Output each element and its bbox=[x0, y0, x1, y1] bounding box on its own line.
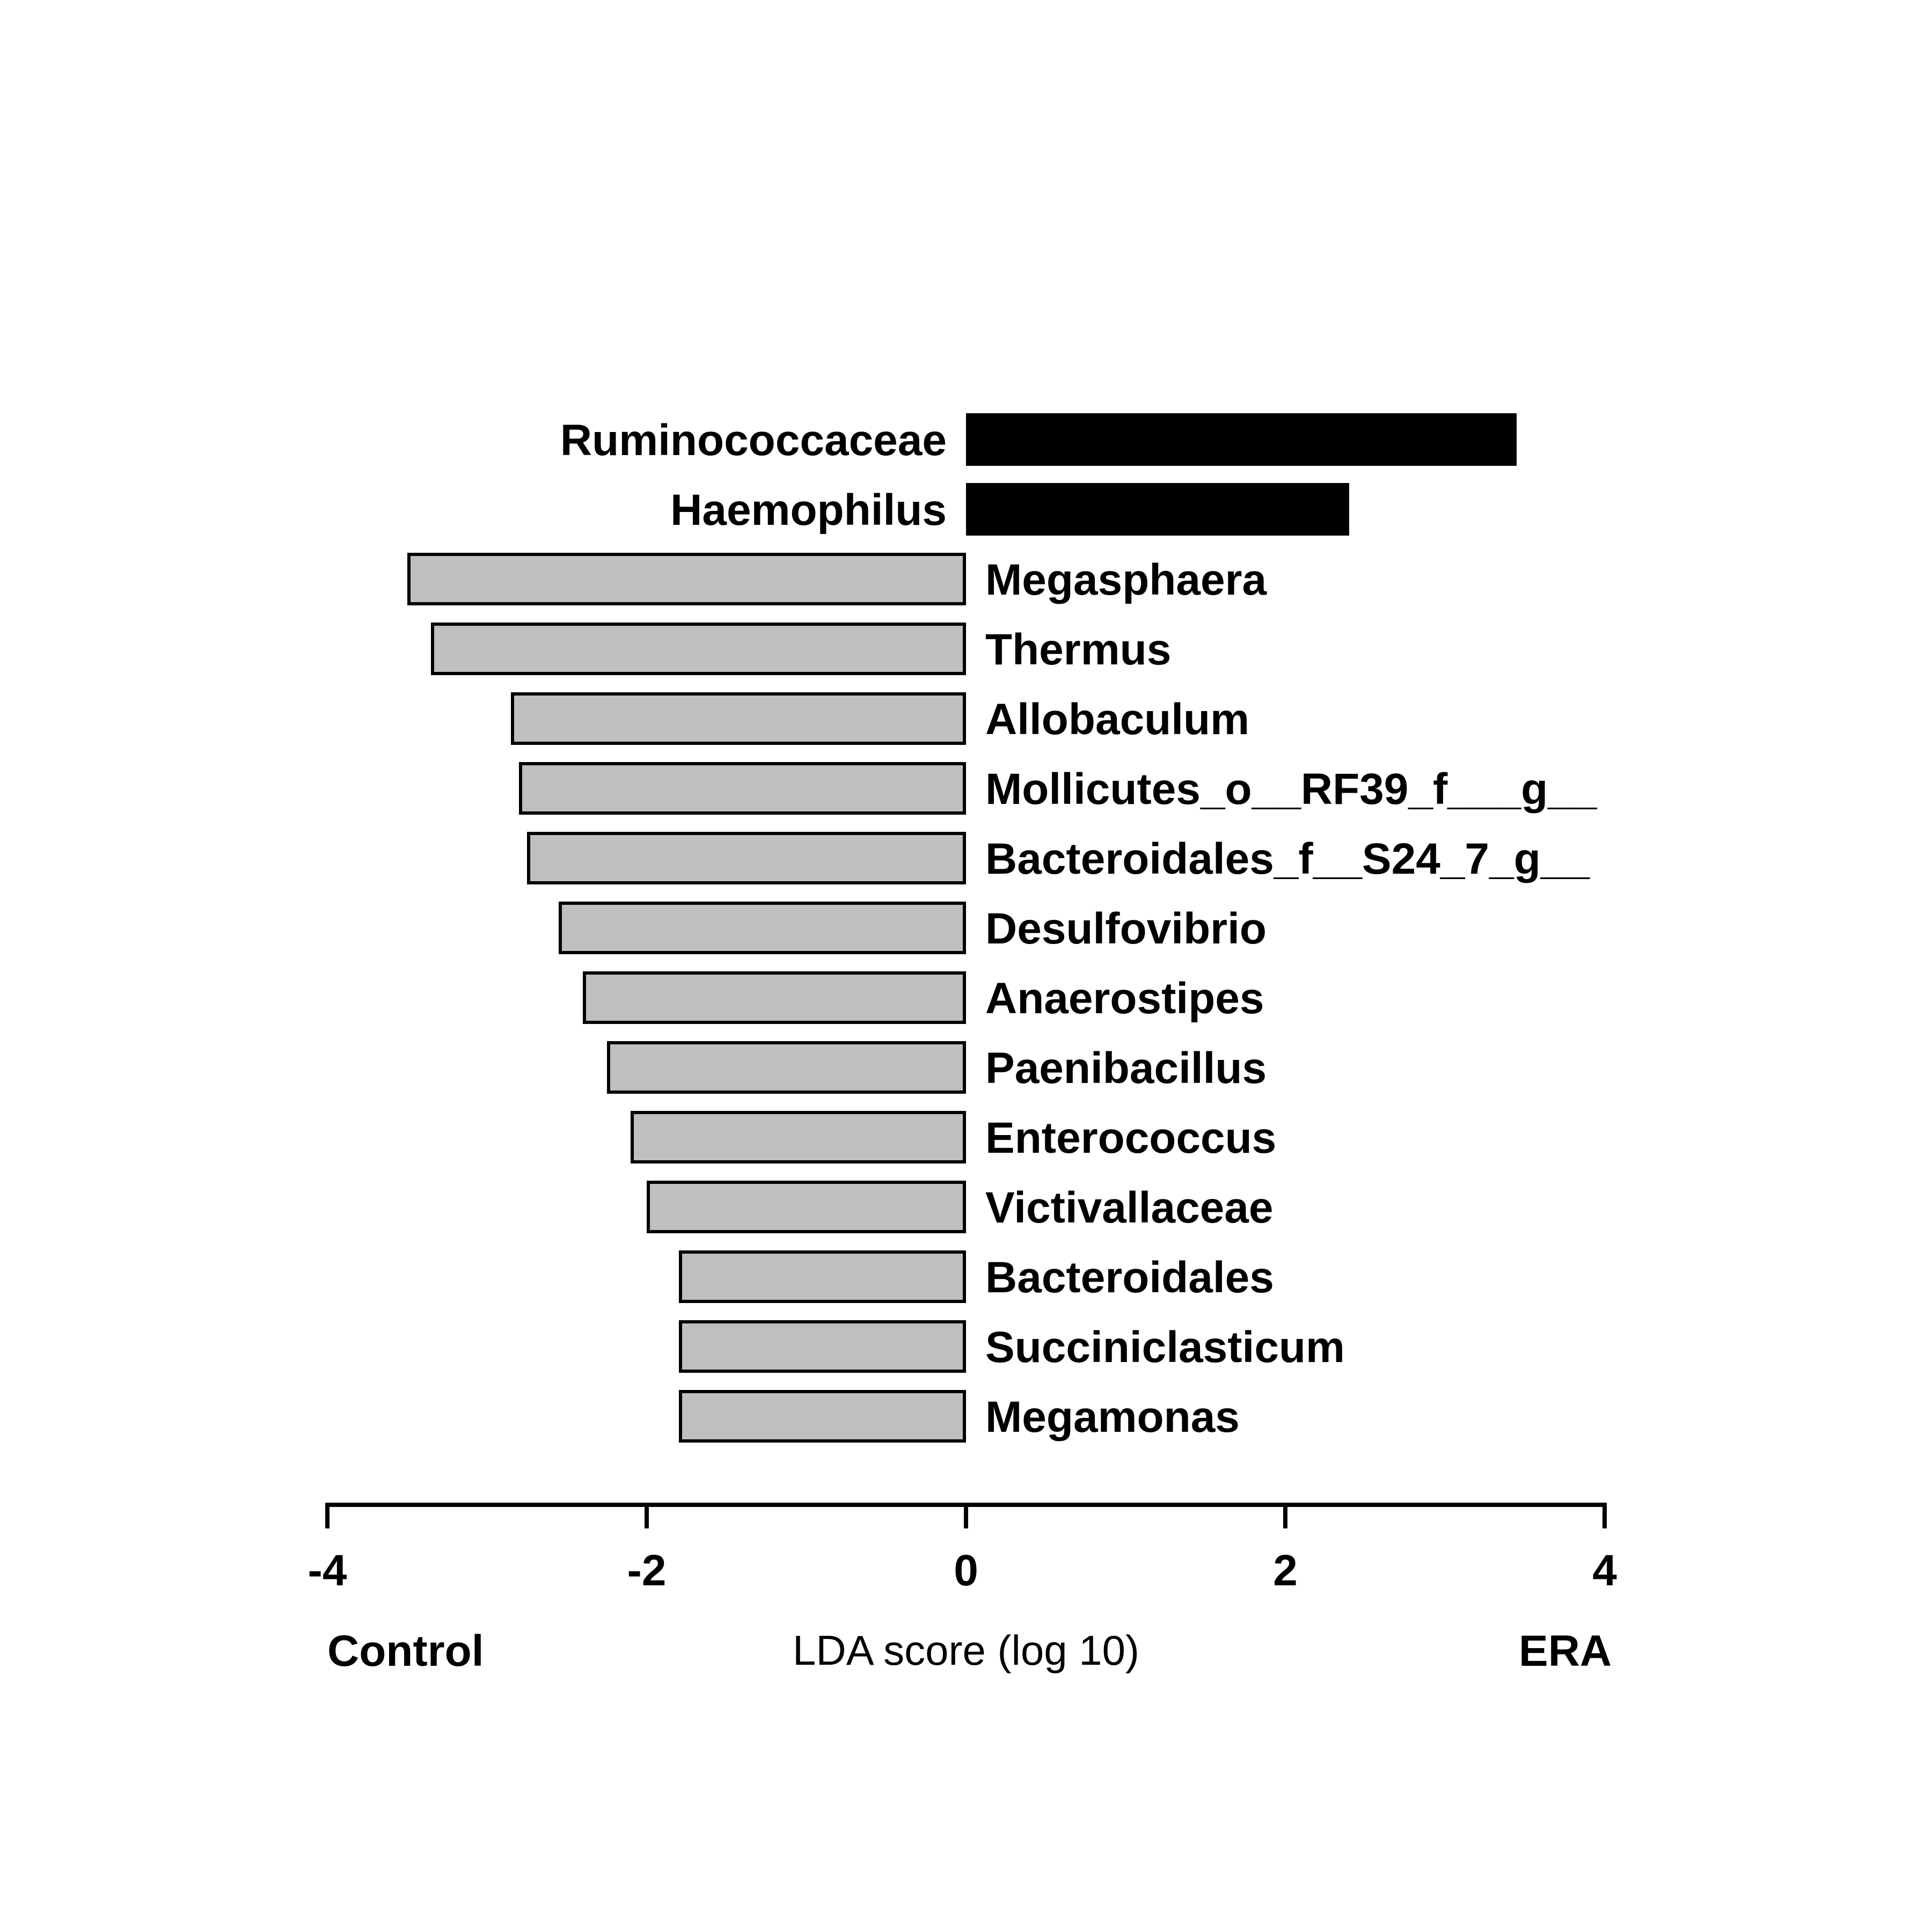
bar bbox=[559, 902, 966, 954]
x-axis-tick bbox=[964, 1503, 968, 1528]
bar bbox=[431, 623, 966, 675]
bar bbox=[679, 1320, 967, 1373]
bar-label: Victivallaceae bbox=[985, 1183, 1273, 1233]
bar bbox=[583, 971, 966, 1024]
bar bbox=[679, 1390, 967, 1443]
bar bbox=[647, 1181, 966, 1233]
x-axis-tick bbox=[1283, 1503, 1287, 1528]
group-label-era: ERA bbox=[1519, 1626, 1612, 1677]
x-axis-tick bbox=[645, 1503, 649, 1528]
x-axis-tick bbox=[1602, 1503, 1607, 1528]
bar-label: Paenibacillus bbox=[985, 1043, 1267, 1094]
bar-label: Mollicutes_o__RF39_f___g__ bbox=[985, 764, 1597, 815]
bar-label: Desulfovibrio bbox=[985, 904, 1267, 954]
bar-label: Anaerostipes bbox=[985, 974, 1264, 1024]
x-axis-title: LDA score (log 10) bbox=[793, 1626, 1139, 1675]
x-axis-tick-label: 2 bbox=[1273, 1546, 1298, 1596]
group-label-control: Control bbox=[327, 1626, 484, 1677]
bar-label: Haemophilus bbox=[670, 485, 947, 536]
x-axis-tick-label: 0 bbox=[954, 1546, 978, 1596]
lda-bar-chart: Ruminococcaceae Haemophilus Megasphaera The… bbox=[0, 0, 1932, 1932]
bar bbox=[519, 762, 966, 815]
x-axis-tick-label: -2 bbox=[627, 1546, 667, 1596]
bar bbox=[511, 692, 966, 745]
bar bbox=[679, 1250, 967, 1303]
bar-label: Enterococcus bbox=[985, 1113, 1276, 1163]
bar-label: Bacteroidales bbox=[985, 1253, 1274, 1303]
bar-label: Thermus bbox=[985, 625, 1171, 675]
bar bbox=[966, 413, 1517, 466]
bar-label: Megasphaera bbox=[985, 555, 1267, 605]
bar-label: Megamonas bbox=[985, 1392, 1240, 1443]
bar bbox=[527, 832, 966, 884]
x-axis-tick-label: -4 bbox=[308, 1546, 347, 1596]
x-axis-tick bbox=[325, 1503, 330, 1528]
bar bbox=[966, 483, 1349, 536]
bar-label: Ruminococcaceae bbox=[560, 415, 947, 466]
bar-label: Succiniclasticum bbox=[985, 1322, 1345, 1373]
bar-label: Allobaculum bbox=[985, 694, 1249, 745]
bar bbox=[407, 553, 966, 605]
bar bbox=[607, 1041, 966, 1094]
bar bbox=[631, 1111, 966, 1163]
bar-label: Bacteroidales_f__S24_7_g__ bbox=[985, 834, 1590, 884]
x-axis-tick-label: 4 bbox=[1592, 1546, 1617, 1596]
